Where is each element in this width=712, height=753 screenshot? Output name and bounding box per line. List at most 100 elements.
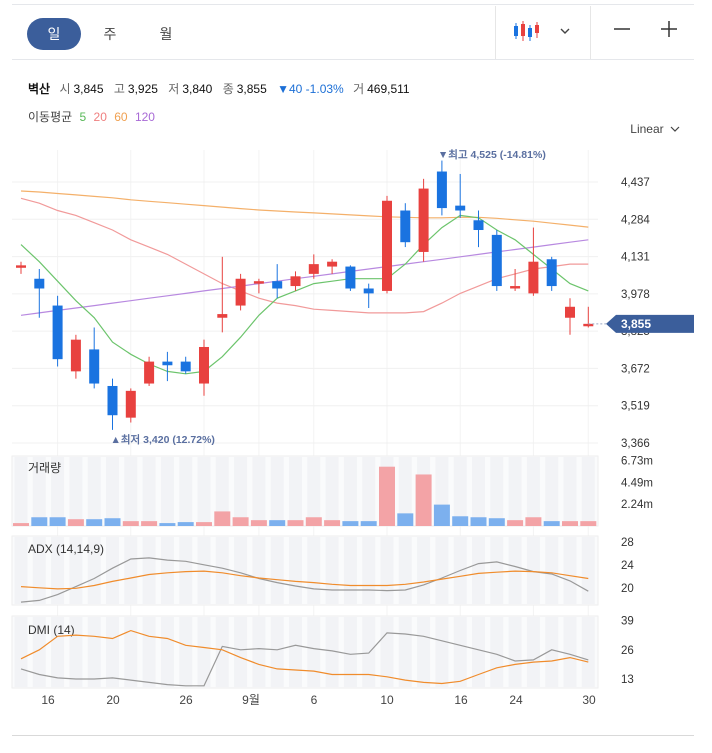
candle <box>162 351 173 382</box>
panel-column-stripe <box>69 457 83 525</box>
adx-series-line <box>20 557 589 603</box>
panel-column-stripe <box>417 537 431 604</box>
candle <box>436 160 447 216</box>
candlestick-icon[interactable] <box>510 19 542 47</box>
ma-legend-item-5: 5 <box>79 110 87 124</box>
bottom-divider <box>12 735 694 736</box>
panel-column-stripe <box>526 457 540 525</box>
dmi-tick-label: 39 <box>621 616 634 628</box>
panel-column-stripe <box>362 537 376 604</box>
adx-tick-label: 28 <box>621 537 634 549</box>
panel-column-stripe <box>160 617 174 687</box>
ma-legend-label: 이동평균 <box>28 110 73 124</box>
panel-column-stripe <box>69 617 83 687</box>
candle <box>327 259 338 274</box>
open-value: 3,845 <box>73 82 104 96</box>
zoom-out-button[interactable] <box>608 19 636 47</box>
panel-column-stripe <box>545 617 559 687</box>
tab-monthly[interactable]: 월 <box>159 26 173 42</box>
panel-column-stripe <box>581 617 595 687</box>
panel-column-stripe <box>307 617 321 687</box>
panel-column-stripe <box>160 457 174 525</box>
x-axis-label: 26 <box>179 693 193 707</box>
candle-body <box>510 286 521 289</box>
candle <box>473 210 484 248</box>
zoom-in-button[interactable] <box>655 19 683 47</box>
chevron-down-icon[interactable] <box>555 19 575 47</box>
candle <box>16 261 26 274</box>
panel-column-stripe <box>307 537 321 604</box>
panel-column-stripe <box>508 617 522 687</box>
panel-column-stripe <box>472 537 485 604</box>
panel-column-stripe <box>398 457 412 525</box>
price-tick-label: 3,366 <box>621 438 650 450</box>
panel-column-stripe <box>270 457 284 525</box>
dmi-tick-label: 13 <box>621 674 634 686</box>
close-value: 3,855 <box>236 82 267 96</box>
candle <box>528 227 539 296</box>
volume-bar <box>122 521 139 526</box>
candle-body <box>272 281 283 289</box>
close-label: 종 <box>222 82 234 96</box>
panel-column-stripe <box>106 617 119 687</box>
tab-daily[interactable]: 일 <box>27 18 81 50</box>
panel-column-stripe <box>343 617 357 687</box>
candle-body <box>583 323 594 327</box>
candle-body <box>436 171 447 209</box>
panel-column-stripe <box>545 457 559 525</box>
low-annotation: ▲최저 3,420 (12.72%) <box>111 433 215 446</box>
candle-body <box>400 210 411 243</box>
tab-weekly[interactable]: 주 <box>103 26 117 42</box>
volume-bar <box>86 519 103 526</box>
scale-label: Linear <box>630 122 664 136</box>
candle-body <box>382 200 392 291</box>
volume-bar <box>433 504 450 526</box>
panel-column-stripe <box>14 617 28 687</box>
candle-body <box>546 259 557 287</box>
low-value: 3,840 <box>182 82 213 96</box>
panel-column-stripe <box>380 617 394 687</box>
x-axis-label: 10 <box>380 693 394 707</box>
panel-column-stripe <box>490 457 504 525</box>
panel-column-stripe <box>289 617 302 687</box>
panel-column-stripe <box>526 537 540 604</box>
volume-bar <box>13 523 29 526</box>
scale-selector[interactable]: Linear <box>630 122 680 136</box>
panel-column-stripe <box>563 537 577 604</box>
panel-column-stripe <box>563 617 577 687</box>
price-tick-label: 4,131 <box>621 252 650 264</box>
panel-column-stripe <box>289 457 302 525</box>
plus-icon <box>661 21 677 37</box>
dmi-series-line <box>20 629 589 685</box>
panel-column-stripe <box>215 537 229 604</box>
panel-column-stripe <box>398 537 412 604</box>
panel-column-stripe <box>179 617 193 687</box>
candle-body <box>455 205 466 211</box>
adx-tick-label: 20 <box>621 583 634 595</box>
volume-value: 469,511 <box>367 82 410 96</box>
volume-bar <box>470 517 487 526</box>
volume-bar <box>488 518 505 526</box>
adx-tick-label: 24 <box>621 560 634 572</box>
candle-body <box>217 314 228 318</box>
candle <box>199 339 209 396</box>
volume-bar <box>305 517 322 526</box>
period-tabs: 일 주 월 <box>27 18 195 50</box>
high-annotation: ▼최고 4,525 (-14.81%) <box>438 148 546 161</box>
panel-column-stripe <box>252 617 266 687</box>
x-axis-label: 30 <box>582 693 596 707</box>
panel-column-stripe <box>362 457 376 525</box>
candle <box>382 195 392 294</box>
x-axis-label: 9월 <box>242 693 260 707</box>
price-tick-label: 4,437 <box>621 177 650 189</box>
panel-column-stripe <box>270 537 284 604</box>
panel-column-stripe <box>234 457 248 525</box>
panel-column-stripe <box>325 617 339 687</box>
panel-column-stripe <box>234 537 248 604</box>
panel-column-stripe <box>362 617 376 687</box>
volume-bar <box>287 520 304 526</box>
toolbar-bottom-divider <box>12 59 694 60</box>
candle-body <box>144 361 155 384</box>
minus-icon <box>614 28 630 30</box>
